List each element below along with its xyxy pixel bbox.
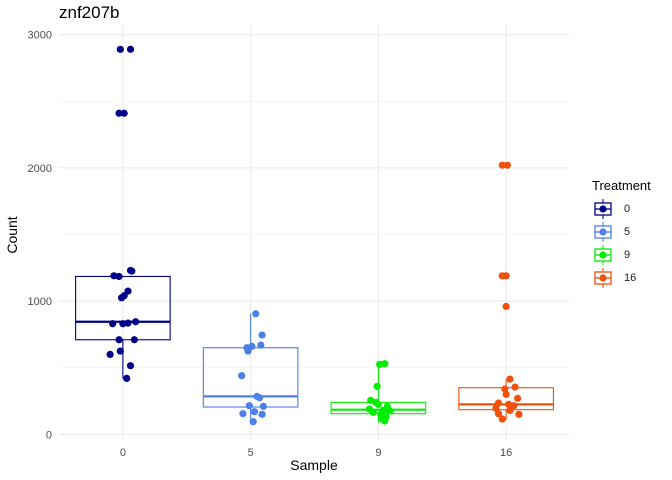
data-points	[106, 45, 523, 426]
data-point	[126, 362, 135, 370]
data-point	[494, 399, 503, 407]
data-point	[374, 400, 382, 408]
data-point	[511, 383, 519, 391]
data-point	[259, 402, 267, 410]
data-point	[239, 410, 247, 418]
legend-label: 5	[624, 225, 631, 238]
y-tick-label: 1000	[28, 296, 52, 308]
y-tick-label: 0	[46, 429, 52, 441]
legend-key	[594, 267, 612, 288]
data-point	[132, 318, 140, 326]
data-point	[502, 390, 510, 398]
data-point	[257, 341, 265, 349]
data-point	[515, 410, 523, 418]
legend-label: 9	[624, 248, 631, 261]
data-point	[498, 161, 506, 169]
legend-key	[594, 221, 612, 242]
data-point	[116, 347, 124, 355]
data-point	[245, 402, 253, 410]
data-point	[386, 407, 394, 415]
legend-item: 9	[592, 243, 651, 266]
legend: Treatment 0 5 9 16	[592, 178, 651, 289]
data-point	[126, 45, 135, 53]
data-point	[115, 272, 123, 281]
data-point	[249, 418, 257, 426]
boxes	[75, 275, 554, 423]
data-point	[381, 417, 389, 425]
data-point	[381, 360, 389, 368]
legend-key	[594, 198, 612, 219]
data-point	[373, 382, 381, 390]
data-point	[109, 320, 117, 328]
data-point	[502, 302, 510, 311]
data-point	[494, 410, 503, 418]
data-point	[492, 404, 500, 412]
data-point	[130, 336, 138, 344]
data-point	[120, 109, 128, 117]
data-point	[238, 372, 246, 380]
y-tick-label: 3000	[28, 30, 52, 42]
chart-title: znf207b	[59, 3, 120, 22]
data-point	[123, 374, 131, 382]
grid	[59, 24, 570, 441]
data-point	[106, 350, 114, 359]
legend-key	[594, 244, 612, 265]
legend-key-point	[599, 204, 607, 213]
data-point	[258, 331, 266, 339]
legend-key-point	[599, 273, 607, 282]
data-point	[258, 410, 266, 418]
y-tick-label: 2000	[28, 163, 52, 175]
legend-title: Treatment	[592, 178, 651, 193]
data-point	[506, 375, 514, 383]
legend-item: 0	[592, 197, 651, 220]
data-point	[250, 408, 259, 416]
data-point	[255, 394, 264, 402]
box	[75, 275, 171, 341]
legend-items: 0 5 9 16	[592, 197, 651, 289]
legend-item: 5	[592, 220, 651, 243]
data-point	[116, 45, 124, 53]
data-point	[369, 408, 377, 416]
data-point	[514, 394, 522, 402]
data-point	[115, 109, 123, 117]
data-point	[252, 310, 260, 318]
x-tick-label: 9	[375, 447, 381, 459]
y-axis-label: Count	[4, 216, 20, 253]
x-tick-label: 0	[120, 447, 126, 459]
x-axis-label: Sample	[290, 457, 338, 473]
data-point	[506, 406, 514, 414]
data-point	[128, 267, 136, 275]
data-point	[498, 415, 506, 423]
legend-label: 16	[624, 271, 637, 284]
x-tick-label: 16	[500, 447, 512, 459]
axes: 0 1000 2000 3000 0 5 9 16	[28, 30, 513, 459]
legend-key-point	[599, 250, 607, 259]
legend-key-point	[599, 227, 607, 236]
data-point	[117, 294, 126, 302]
data-point	[503, 161, 512, 169]
legend-label: 0	[624, 202, 631, 215]
x-tick-label: 5	[248, 447, 254, 459]
data-point	[244, 347, 252, 355]
legend-item: 16	[592, 266, 651, 289]
data-point	[502, 272, 510, 280]
data-point	[115, 336, 123, 344]
data-point	[119, 320, 127, 328]
